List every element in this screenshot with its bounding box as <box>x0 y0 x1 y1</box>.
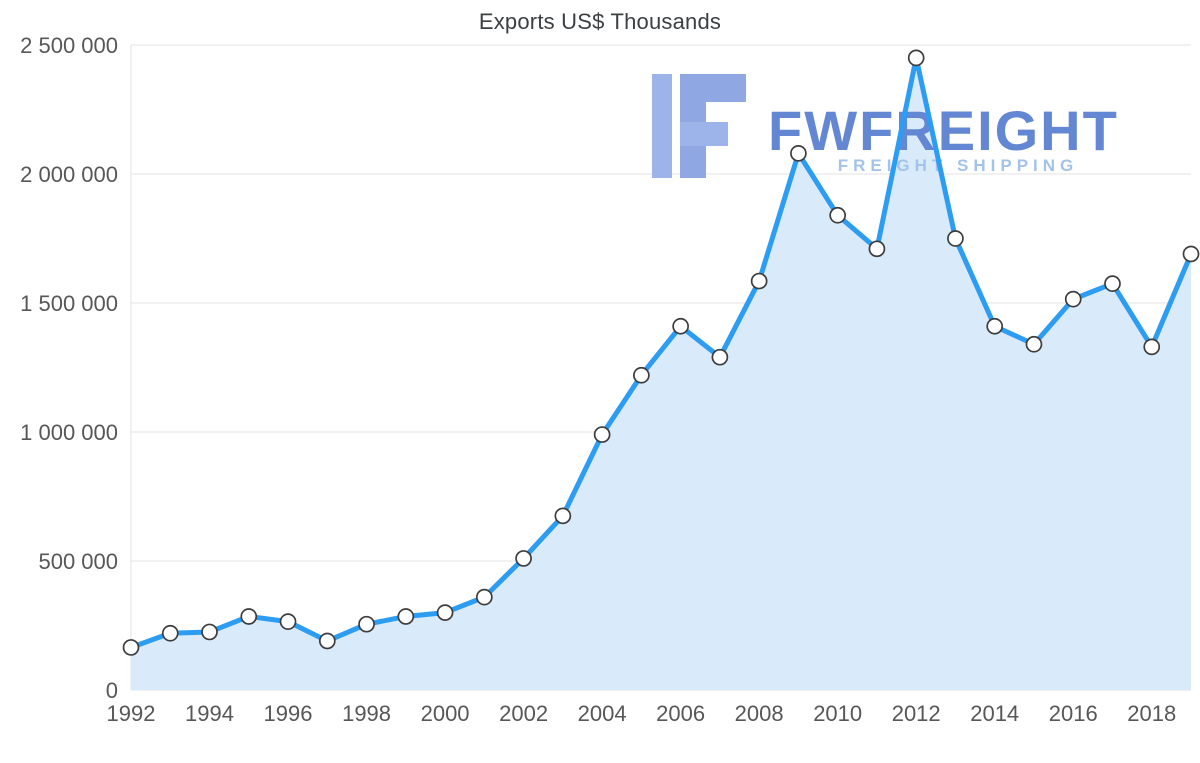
y-tick-label: 500 000 <box>38 549 118 574</box>
line-layer <box>128 55 1194 650</box>
area-fill-layer <box>131 57 1191 690</box>
data-point[interactable] <box>240 608 258 625</box>
data-point[interactable] <box>986 317 1004 335</box>
x-tick-label: 2000 <box>421 701 470 726</box>
data-point[interactable] <box>397 608 415 625</box>
fwfreight-logo-icon <box>652 74 746 178</box>
data-point[interactable] <box>750 272 768 290</box>
y-tick-label: 2 000 000 <box>20 162 118 187</box>
y-tick-label: 2 500 000 <box>20 33 118 58</box>
data-point[interactable] <box>1104 275 1121 292</box>
x-tick-label: 2018 <box>1127 701 1176 726</box>
x-tick-label: 2008 <box>735 701 784 726</box>
logo-mid-arm <box>680 122 728 146</box>
x-tick-label: 2012 <box>892 701 941 726</box>
data-point[interactable] <box>672 317 689 335</box>
chart-title: Exports US$ Thousands <box>478 9 722 34</box>
data-line <box>128 55 1194 650</box>
data-point[interactable] <box>201 623 218 641</box>
data-point[interactable] <box>318 632 336 650</box>
data-point[interactable] <box>279 613 297 630</box>
data-point[interactable] <box>868 240 886 258</box>
area-fill <box>131 57 1191 690</box>
data-point[interactable] <box>790 145 807 162</box>
x-tick-label: 1998 <box>342 701 391 726</box>
data-point[interactable] <box>358 615 375 633</box>
y-tick-label: 1 500 000 <box>20 291 118 316</box>
watermark: FWFREIGHT FREIGHT SHIPPING <box>652 74 1119 178</box>
x-tick-label: 2016 <box>1049 701 1098 726</box>
x-tick-label: 1996 <box>264 701 313 726</box>
y-tick-label: 0 <box>106 678 118 703</box>
data-point[interactable] <box>1143 338 1161 356</box>
x-tick-label: 2002 <box>499 701 548 726</box>
logo-top-arm <box>680 74 746 102</box>
data-point[interactable] <box>554 507 572 525</box>
x-tick-label: 1992 <box>107 701 156 726</box>
data-point[interactable] <box>947 230 964 247</box>
data-point[interactable] <box>1182 245 1200 263</box>
data-point[interactable] <box>829 206 847 224</box>
x-tick-label: 2014 <box>970 701 1019 726</box>
watermark-brand: FWFREIGHT <box>768 99 1119 162</box>
data-point[interactable] <box>515 550 532 567</box>
axis-labels-layer: 0 500 000 1 000 000 1 500 000 2 000 000 2 500… <box>20 33 1176 726</box>
x-tick-label: 2004 <box>578 701 627 726</box>
data-point[interactable] <box>907 49 925 67</box>
x-tick-label: 2010 <box>813 701 862 726</box>
logo-bar <box>652 74 672 178</box>
data-point[interactable] <box>1064 290 1082 308</box>
x-tick-label: 1994 <box>185 701 234 726</box>
x-tick-label: 2006 <box>656 701 705 726</box>
data-point[interactable] <box>593 426 611 443</box>
data-point[interactable] <box>436 604 454 621</box>
data-point[interactable] <box>161 624 179 642</box>
data-point[interactable] <box>633 366 650 384</box>
y-tick-label: 1 000 000 <box>20 420 118 445</box>
markers-layer <box>122 49 1200 656</box>
data-point[interactable] <box>711 348 729 366</box>
data-point[interactable] <box>475 588 493 606</box>
data-point[interactable] <box>122 639 140 656</box>
data-point[interactable] <box>1025 335 1043 353</box>
watermark-subtitle: FREIGHT SHIPPING <box>838 156 1079 175</box>
